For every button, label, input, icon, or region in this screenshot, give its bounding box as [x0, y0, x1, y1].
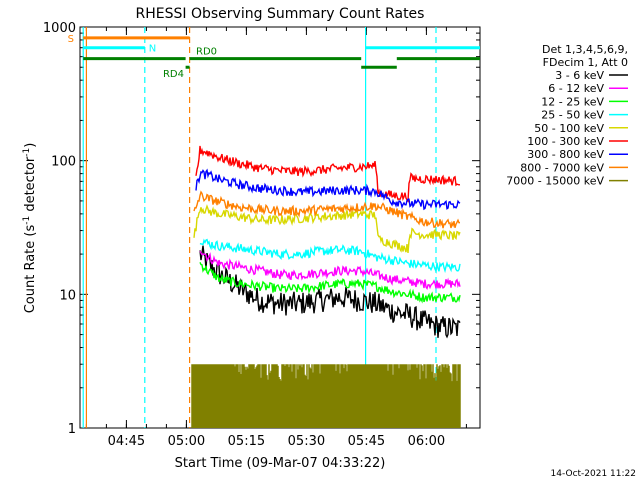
- series-line: [199, 245, 461, 339]
- x-tick-label: 05:00: [168, 434, 205, 449]
- state-bars: S N RD4 RD0: [68, 34, 480, 80]
- legend-label: 300 - 800 keV: [527, 148, 604, 161]
- legend-label: 3 - 6 keV: [555, 69, 604, 82]
- y-tick-label: 1: [68, 422, 76, 437]
- svg-text:Count Rate (s-1 detector-1): Count Rate (s-1 detector-1): [22, 143, 38, 314]
- legend: Det 1,3,4,5,6,9, FDecim 1, Att 0 3 - 6 k…: [506, 43, 628, 188]
- legend-label: 800 - 7000 keV: [520, 161, 604, 174]
- y-label-part: ): [23, 143, 38, 148]
- series-line: [193, 204, 461, 253]
- x-tick-label: 05:45: [348, 434, 385, 449]
- x-tick-label: 05:15: [228, 434, 265, 449]
- series-line: [191, 364, 461, 428]
- vertical-markers: [82, 27, 437, 428]
- state-bar-label: RD4: [163, 69, 184, 80]
- series-line: [199, 250, 461, 290]
- y-label-part: Count Rate (s: [23, 225, 38, 314]
- footer-date: 14-Oct-2021 11:22: [551, 469, 636, 479]
- series-line: [193, 190, 460, 229]
- y-tick-label: 1000: [43, 21, 76, 36]
- y-label-sup: -1: [22, 216, 32, 225]
- legend-header-line: FDecim 1, Att 0: [543, 56, 628, 69]
- series-line: [195, 145, 461, 203]
- legend-label: 50 - 100 keV: [534, 122, 604, 135]
- x-tick-label: 06:00: [408, 434, 445, 449]
- state-bar-label: N: [149, 44, 156, 55]
- legend-label: 100 - 300 keV: [527, 135, 604, 148]
- legend-label: 12 - 25 keV: [541, 95, 604, 108]
- x-axis-label: Start Time (09-Mar-07 04:33:22): [175, 456, 386, 471]
- plot-area: [79, 26, 481, 429]
- legend-label: 6 - 12 keV: [548, 82, 604, 95]
- legend-label: 7000 - 15000 keV: [506, 175, 604, 188]
- legend-header-line: Det 1,3,4,5,6,9,: [542, 43, 628, 56]
- plot-frame: [79, 26, 481, 429]
- series-group: [191, 145, 461, 428]
- axes: 1 10 100 1000 04:45 05:00 05:15 05:30 05:45 06:00: [43, 21, 480, 449]
- y-label-sup: -1: [22, 148, 32, 157]
- x-tick-label: 04:45: [108, 434, 145, 449]
- y-tick-label: 100: [51, 155, 76, 170]
- y-axis-label: Count Rate (s-1 detector-1): [22, 143, 38, 314]
- series-line: [195, 168, 461, 211]
- state-bar-label: S: [68, 34, 74, 45]
- y-label-part: detector: [23, 156, 38, 216]
- y-tick-label: 10: [59, 288, 76, 303]
- series-line: [199, 262, 461, 304]
- chart-title: RHESSI Observing Summary Count Rates: [136, 6, 425, 22]
- legend-label: 25 - 50 keV: [541, 109, 604, 122]
- x-tick-label: 05:30: [288, 434, 325, 449]
- series-line: [199, 238, 461, 274]
- state-bar-label: RD0: [196, 47, 217, 58]
